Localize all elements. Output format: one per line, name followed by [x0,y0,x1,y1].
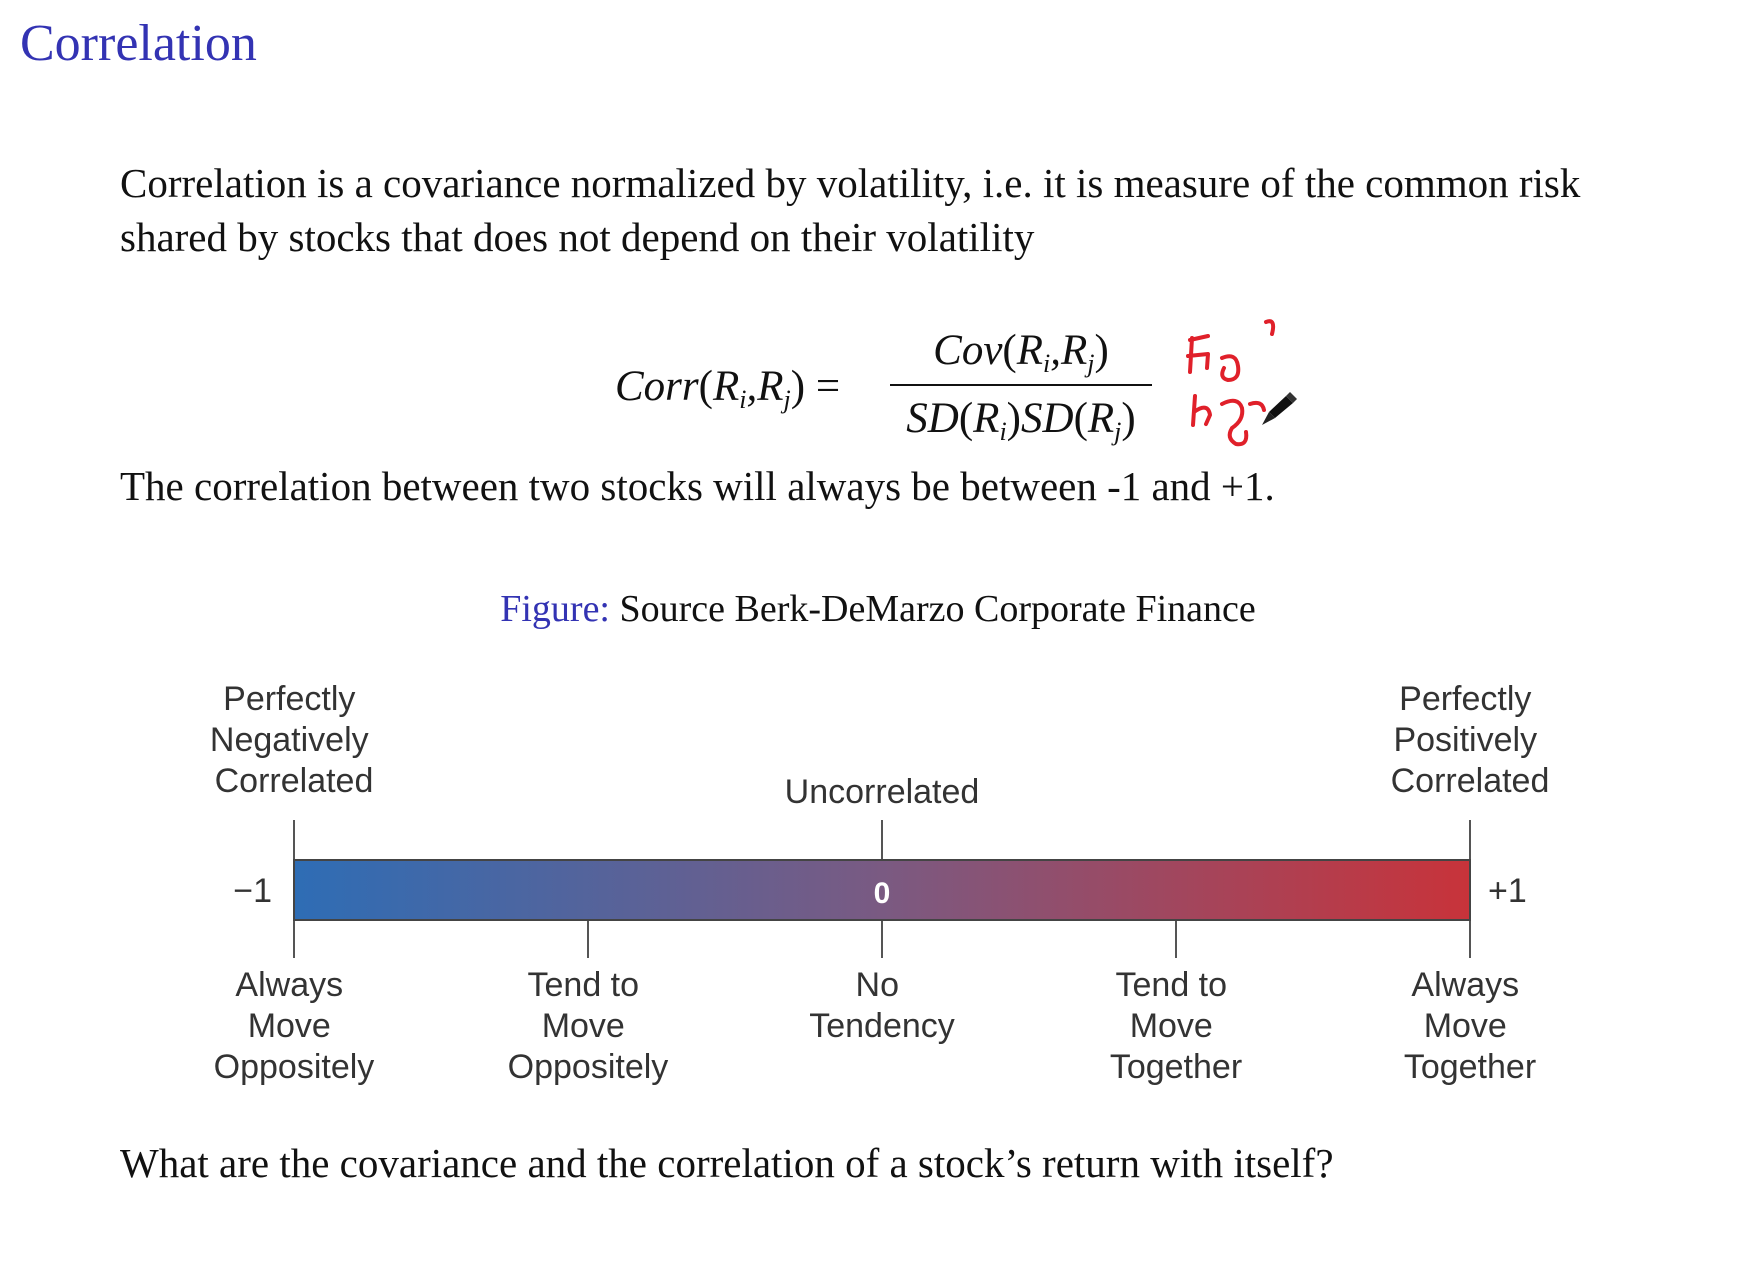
figure-label: Figure: [500,588,610,630]
formula-denominator: SD(Ri)SD(Rj) [906,395,1136,446]
correlation-gradient-bar [293,859,1471,921]
formula-equals: = [815,363,841,410]
closing-question: What are the covariance and the correlat… [120,1140,1334,1186]
formula-fraction: Cov(Ri,Rj) SD(Ri)SD(Rj) [890,322,1152,448]
label-tend-to-move-together: Tend to Move Together [1110,966,1242,1086]
label-tend-to-move-oppositely: Tend to Move Oppositely [508,966,669,1086]
fraction-bar [890,384,1152,386]
slide-title: Correlation [20,15,257,72]
label-always-move-oppositely: Always Move Oppositely [214,966,375,1086]
annotation-strokes [1186,319,1276,447]
correlation-formula: Corr(Ri,Rj) = Cov(Ri,Rj) SD(Ri)SD(Rj) [615,322,1175,452]
scale-max-label: +1 [1488,872,1527,910]
formula-lhs-func: Corr [615,363,699,410]
formula-lhs: Corr(Ri,Rj) = [615,363,841,414]
label-uncorrelated: Uncorrelated [785,773,980,811]
label-perfectly-negatively-correlated: Perfectly Negatively Correlated [210,680,378,800]
bottom-label-group: Always Move Oppositely Tend to Move Oppo… [214,966,1536,1086]
intro-paragraph: Correlation is a covariance normalized b… [120,160,1581,260]
label-perfectly-positively-correlated: Perfectly Positively Correlated [1391,680,1550,800]
range-statement: The correlation between two stocks will … [120,463,1275,509]
label-no-tendency: No Tendency [809,966,955,1045]
scale-ticks [293,820,1471,958]
label-always-move-together: Always Move Together [1404,966,1536,1086]
figure-caption: Figure: Source Berk-DeMarzo Corporate Fi… [0,587,1756,631]
scale-min-label: −1 [233,872,272,910]
pencil-icon [1262,392,1297,425]
figure-source: Source Berk-DeMarzo Corporate Finance [619,588,1256,630]
formula-numerator: Cov(Ri,Rj) [933,327,1109,378]
scale-mid-label: 0 [874,877,891,910]
top-label-group: Perfectly Negatively Correlated Uncorrel… [210,680,1549,811]
